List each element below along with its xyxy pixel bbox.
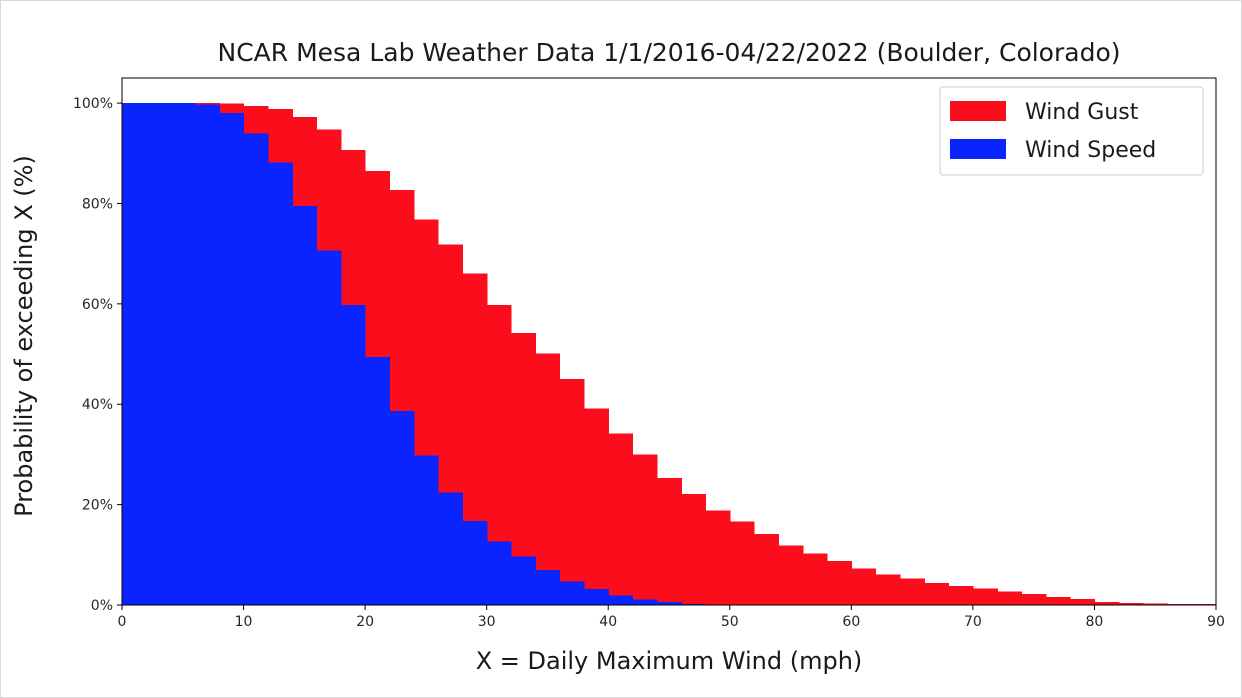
step-bar [535,353,561,605]
step-bar [219,113,245,605]
step-bar [122,103,147,605]
step-bar [486,541,512,605]
x-tick-label: 90 [1207,614,1225,630]
step-bar [389,410,415,605]
step-bar [535,569,561,605]
step-bar [778,545,804,605]
step-bar [656,478,682,605]
step-bar [997,591,1023,605]
x-tick-label: 70 [964,614,982,630]
step-bar [972,588,998,605]
step-bar [559,581,585,605]
legend-label: Wind Speed [1025,138,1156,163]
step-bar [705,510,731,605]
step-bar [170,103,196,605]
step-bar [851,568,877,605]
step-bar [462,521,488,605]
step-bar [243,133,269,605]
step-bar [365,357,391,605]
step-bar [899,578,925,605]
step-bar [681,603,707,605]
step-bar [340,304,366,605]
step-bar [146,103,172,605]
step-bar [924,582,950,605]
axes: 0 10 20 30 40 50 60 70 80 90 0% 20% 40% 60% 80% 100% [73,77,1225,630]
series-wind-speed [122,103,731,605]
x-tick-label: 40 [599,614,617,630]
legend-swatch [950,101,1006,121]
step-bar [413,455,439,605]
step-bar [583,408,609,605]
y-tick-label: 60% [82,297,113,313]
step-bar [632,599,658,605]
step-bar [1118,602,1144,605]
step-bar [194,104,220,605]
step-bar [316,250,342,605]
y-tick-label: 80% [82,196,113,212]
step-bar [438,492,463,605]
x-tick-label: 30 [478,614,496,630]
step-bar [875,574,901,605]
step-bar [267,162,293,605]
step-bar [292,205,318,605]
x-axis-title: X = Daily Maximum Wind (mph) [476,647,863,675]
step-bar [559,379,585,605]
step-bar [1143,603,1168,605]
x-tick-label: 20 [356,614,374,630]
y-tick-label: 0% [91,598,113,614]
chart-title: NCAR Mesa Lab Weather Data 1/1/2016-04/2… [218,38,1121,67]
x-tick-label: 60 [842,614,860,630]
step-bar [608,595,634,605]
step-bar [827,560,852,605]
step-bar [510,556,536,605]
x-tick-label: 10 [235,614,253,630]
y-tick-label: 100% [73,96,113,112]
legend-swatch [950,139,1006,159]
step-bar [656,601,682,605]
step-bar [1045,596,1071,605]
axes-frame [121,77,1217,606]
step-bar [754,534,779,605]
x-tick-label: 80 [1086,614,1104,630]
step-bar [632,454,658,605]
x-tick-label: 0 [118,614,127,630]
step-bar [1167,603,1193,605]
step-bar [1191,603,1217,605]
legend-label: Wind Gust [1025,100,1139,125]
step-bar [729,521,755,605]
legend: Wind Gust Wind Speed [939,86,1204,176]
step-bar [1021,593,1047,605]
y-tick-label: 40% [82,397,113,413]
step-bar [681,494,707,605]
step-bar [608,433,634,605]
y-axis-title: Probability of exceeding X (%) [10,155,38,517]
step-bar [948,585,974,605]
plot-area [122,103,1217,606]
step-bar [583,588,609,605]
x-tick-label: 50 [721,614,739,630]
step-bar [1070,598,1096,605]
step-bar [1094,601,1120,605]
y-tick-label: 20% [82,498,113,514]
step-bar [802,553,828,605]
